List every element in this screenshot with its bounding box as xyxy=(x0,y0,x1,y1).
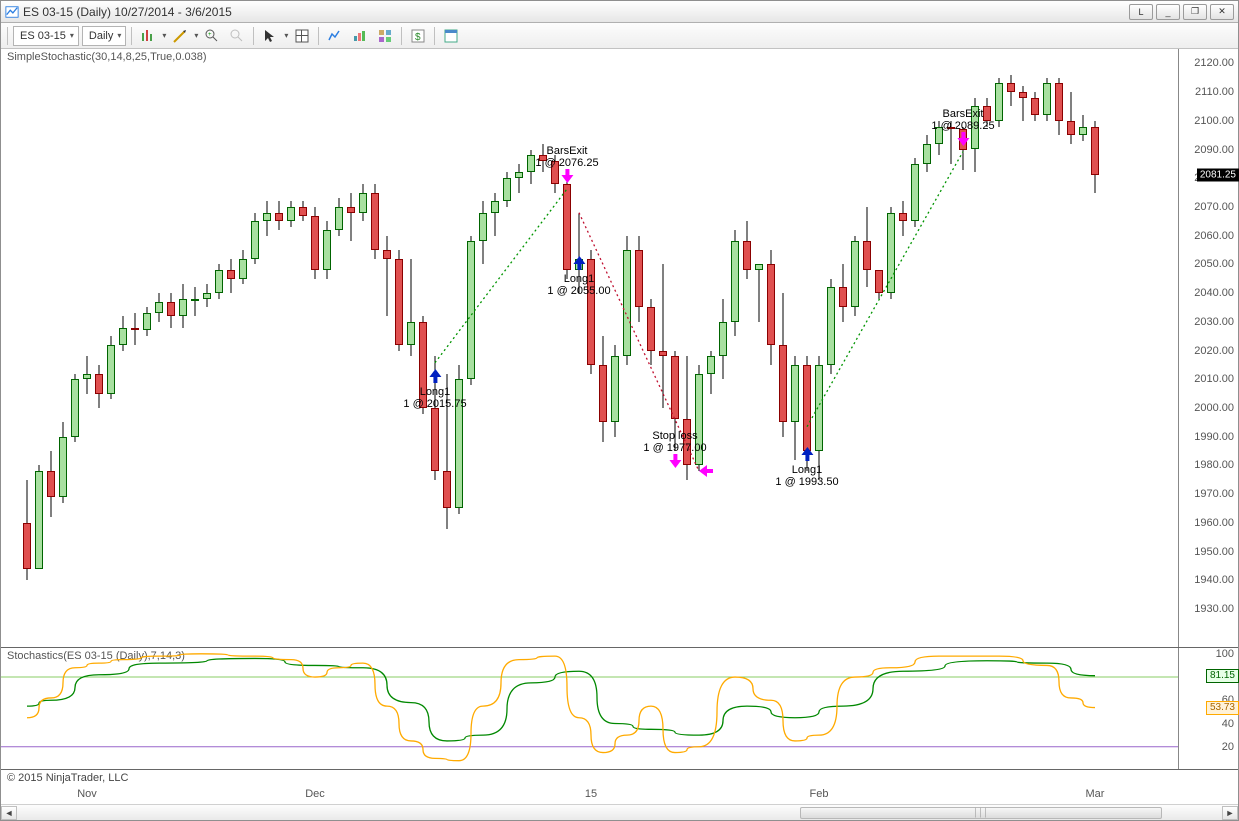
properties-button[interactable] xyxy=(374,26,396,46)
instrument-dropdown[interactable]: ES 03-15▾ xyxy=(13,26,79,46)
stoch-y-tick: 40 xyxy=(1222,718,1234,730)
interval-dropdown[interactable]: Daily▾ xyxy=(82,26,126,46)
stochastics-panel: Stochastics(ES 03-15 (Daily),7,14,3) 20 4… xyxy=(1,648,1238,770)
x-tick-label: Dec xyxy=(305,788,325,800)
scroll-thumb[interactable]: │││ xyxy=(800,807,1162,819)
x-tick-label: 15 xyxy=(585,788,597,800)
x-axis[interactable]: Nov Dec 15 Feb Mar xyxy=(1,786,1238,804)
stoch-y-tick: 100 xyxy=(1216,648,1234,660)
x-tick-label: Feb xyxy=(810,788,829,800)
price-y-tick: 1980.00 xyxy=(1194,459,1234,471)
price-y-tick: 2030.00 xyxy=(1194,316,1234,328)
stoch-plot[interactable]: Stochastics(ES 03-15 (Daily),7,14,3) xyxy=(1,648,1178,769)
toolbar-divider xyxy=(434,27,435,45)
price-y-tick: 2000.00 xyxy=(1194,402,1234,414)
price-y-axis[interactable]: 1930.00 1940.00 1950.00 1960.00 1970.00 1980.… xyxy=(1178,49,1238,647)
copyright-footer: © 2015 NinjaTrader, LLC xyxy=(1,770,1238,786)
price-indicator-label: SimpleStochastic(30,14,8,25,True,0.038) xyxy=(7,51,207,63)
toolbar-divider xyxy=(131,27,132,45)
price-y-tick: 2090.00 xyxy=(1194,144,1234,156)
trade-annotation: BarsExit1 @ 2089.25 xyxy=(931,108,994,149)
dollar-button[interactable]: $ xyxy=(407,26,429,46)
interval-value: Daily xyxy=(89,30,113,42)
scroll-track[interactable]: │││ xyxy=(17,806,1222,820)
databox-button[interactable] xyxy=(291,26,313,46)
indicators-button[interactable] xyxy=(324,26,346,46)
price-plot[interactable]: SimpleStochastic(30,14,8,25,True,0.038) … xyxy=(1,49,1178,647)
price-y-tick: 2070.00 xyxy=(1194,201,1234,213)
toolbar-divider xyxy=(401,27,402,45)
chart-type-button[interactable] xyxy=(349,26,371,46)
zoom-out-button[interactable] xyxy=(226,26,248,46)
x-tick-label: Mar xyxy=(1086,788,1105,800)
window-title: ES 03-15 (Daily) 10/27/2014 - 3/6/2015 xyxy=(23,5,1129,19)
x-tick-label: Nov xyxy=(77,788,97,800)
cursor-button[interactable] xyxy=(259,26,281,46)
maximize-button[interactable]: ❐ xyxy=(1183,4,1207,20)
price-y-tick: 2060.00 xyxy=(1194,230,1234,242)
price-panel: SimpleStochastic(30,14,8,25,True,0.038) … xyxy=(1,49,1238,648)
close-button[interactable]: ✕ xyxy=(1210,4,1234,20)
bar-style-button[interactable] xyxy=(137,26,159,46)
instrument-value: ES 03-15 xyxy=(20,30,66,42)
draw-tool-button[interactable] xyxy=(169,26,191,46)
trade-annotation: BarsExit1 @ 2076.25 xyxy=(535,145,598,186)
zoom-in-button[interactable]: + xyxy=(201,26,223,46)
last-price-tag: 2081.25 xyxy=(1197,168,1239,181)
trade-annotation xyxy=(699,465,713,480)
trade-annotation: Stop loss1 @ 1977.00 xyxy=(643,430,706,471)
price-y-tick: 2010.00 xyxy=(1194,373,1234,385)
stoch-indicator-label: Stochastics(ES 03-15 (Daily),7,14,3) xyxy=(7,650,185,662)
price-y-tick: 1930.00 xyxy=(1194,603,1234,615)
panel-button[interactable] xyxy=(440,26,462,46)
svg-text:+: + xyxy=(208,32,212,38)
price-y-tick: 1940.00 xyxy=(1194,574,1234,586)
stoch-d-value-tag: 81.15 xyxy=(1206,669,1239,683)
trade-annotation: Long11 @ 2055.00 xyxy=(547,256,610,297)
chart-area: SimpleStochastic(30,14,8,25,True,0.038) … xyxy=(1,49,1238,820)
toolbar-divider xyxy=(7,27,8,45)
stoch-y-tick: 20 xyxy=(1222,741,1234,753)
price-y-tick: 2100.00 xyxy=(1194,115,1234,127)
price-y-tick: 1960.00 xyxy=(1194,517,1234,529)
svg-text:$: $ xyxy=(415,32,421,43)
price-y-tick: 1970.00 xyxy=(1194,488,1234,500)
copyright-text: © 2015 NinjaTrader, LLC xyxy=(7,772,128,784)
stoch-k-value-tag: 53.73 xyxy=(1206,701,1239,715)
toolbar-divider xyxy=(253,27,254,45)
stoch-y-axis[interactable]: 2040608010081.1553.73 xyxy=(1178,648,1238,769)
scroll-right-button[interactable]: ► xyxy=(1222,806,1238,820)
price-y-tick: 1950.00 xyxy=(1194,546,1234,558)
price-y-tick: 2020.00 xyxy=(1194,345,1234,357)
price-y-tick: 1990.00 xyxy=(1194,431,1234,443)
trade-annotation: Long11 @ 1993.50 xyxy=(775,447,838,488)
titlebar-l-button[interactable]: L xyxy=(1129,4,1153,20)
minimize-button[interactable]: _ xyxy=(1156,4,1180,20)
chart-app-icon xyxy=(5,5,19,19)
title-bar: ES 03-15 (Daily) 10/27/2014 - 3/6/2015 L… xyxy=(1,1,1238,23)
price-y-tick: 2050.00 xyxy=(1194,258,1234,270)
scroll-left-button[interactable]: ◄ xyxy=(1,806,17,820)
price-y-tick: 2110.00 xyxy=(1195,86,1234,98)
toolbar: ES 03-15▾ Daily▾ ▾ ▾ + ▾ $ xyxy=(1,23,1238,49)
horizontal-scrollbar: ◄ │││ ► xyxy=(1,804,1238,820)
trade-annotation: Long11 @ 2015.75 xyxy=(403,369,466,410)
price-y-tick: 2040.00 xyxy=(1194,287,1234,299)
app-window: ES 03-15 (Daily) 10/27/2014 - 3/6/2015 L… xyxy=(0,0,1239,821)
toolbar-divider xyxy=(318,27,319,45)
price-y-tick: 2120.00 xyxy=(1194,57,1234,69)
